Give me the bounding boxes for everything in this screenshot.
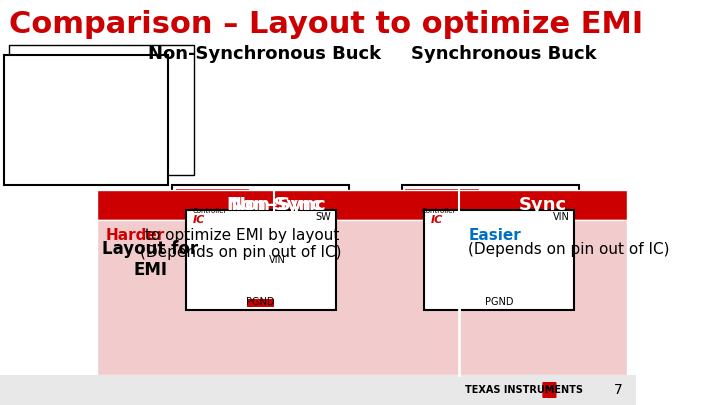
Text: VIN: VIN: [553, 212, 570, 222]
Bar: [415, 197, 464, 225]
Text: Harder: Harder: [106, 228, 166, 243]
FancyBboxPatch shape: [542, 382, 557, 398]
Bar: [97, 220, 627, 375]
Text: IC: IC: [192, 215, 204, 225]
Bar: [186, 197, 234, 225]
Text: SW: SW: [315, 212, 331, 222]
Bar: [0, 375, 636, 405]
Text: IC: IC: [179, 195, 190, 205]
Text: Comparison – Layout to optimize EMI: Comparison – Layout to optimize EMI: [9, 10, 643, 39]
Text: TEXAS INSTRUMENTS: TEXAS INSTRUMENTS: [465, 385, 583, 395]
Text: 7: 7: [614, 383, 623, 397]
Text: PGND: PGND: [246, 297, 275, 307]
Text: Non-Synchronous Buck: Non-Synchronous Buck: [148, 45, 382, 63]
Text: PGND: PGND: [485, 297, 513, 307]
Bar: [406, 190, 477, 230]
Text: Layout for
EMI: Layout for EMI: [102, 240, 198, 279]
Bar: [97, 190, 627, 220]
Bar: [248, 299, 274, 307]
Text: IC: IC: [409, 195, 420, 205]
Text: to optimize EMI by layout
(Depends on pin out of IC): to optimize EMI by layout (Depends on pi…: [140, 228, 341, 260]
Bar: [424, 210, 574, 310]
Bar: [9, 45, 194, 175]
Text: Non-Sync: Non-Sync: [226, 196, 322, 214]
Bar: [176, 190, 248, 230]
Text: Synchronous Buck: Synchronous Buck: [410, 45, 596, 63]
Text: Non-Sync: Non-Sync: [230, 196, 326, 214]
Text: (Depends on pin out of IC): (Depends on pin out of IC): [468, 242, 670, 257]
Text: Controller: Controller: [192, 208, 227, 214]
Bar: [172, 185, 349, 315]
Text: Sync: Sync: [519, 196, 567, 214]
Bar: [186, 210, 336, 310]
Bar: [402, 185, 579, 315]
Text: VIN: VIN: [269, 255, 287, 265]
Text: Controller: Controller: [422, 208, 456, 214]
Text: Easier: Easier: [468, 228, 521, 243]
Bar: [4, 55, 168, 185]
Text: IC: IC: [431, 215, 444, 225]
